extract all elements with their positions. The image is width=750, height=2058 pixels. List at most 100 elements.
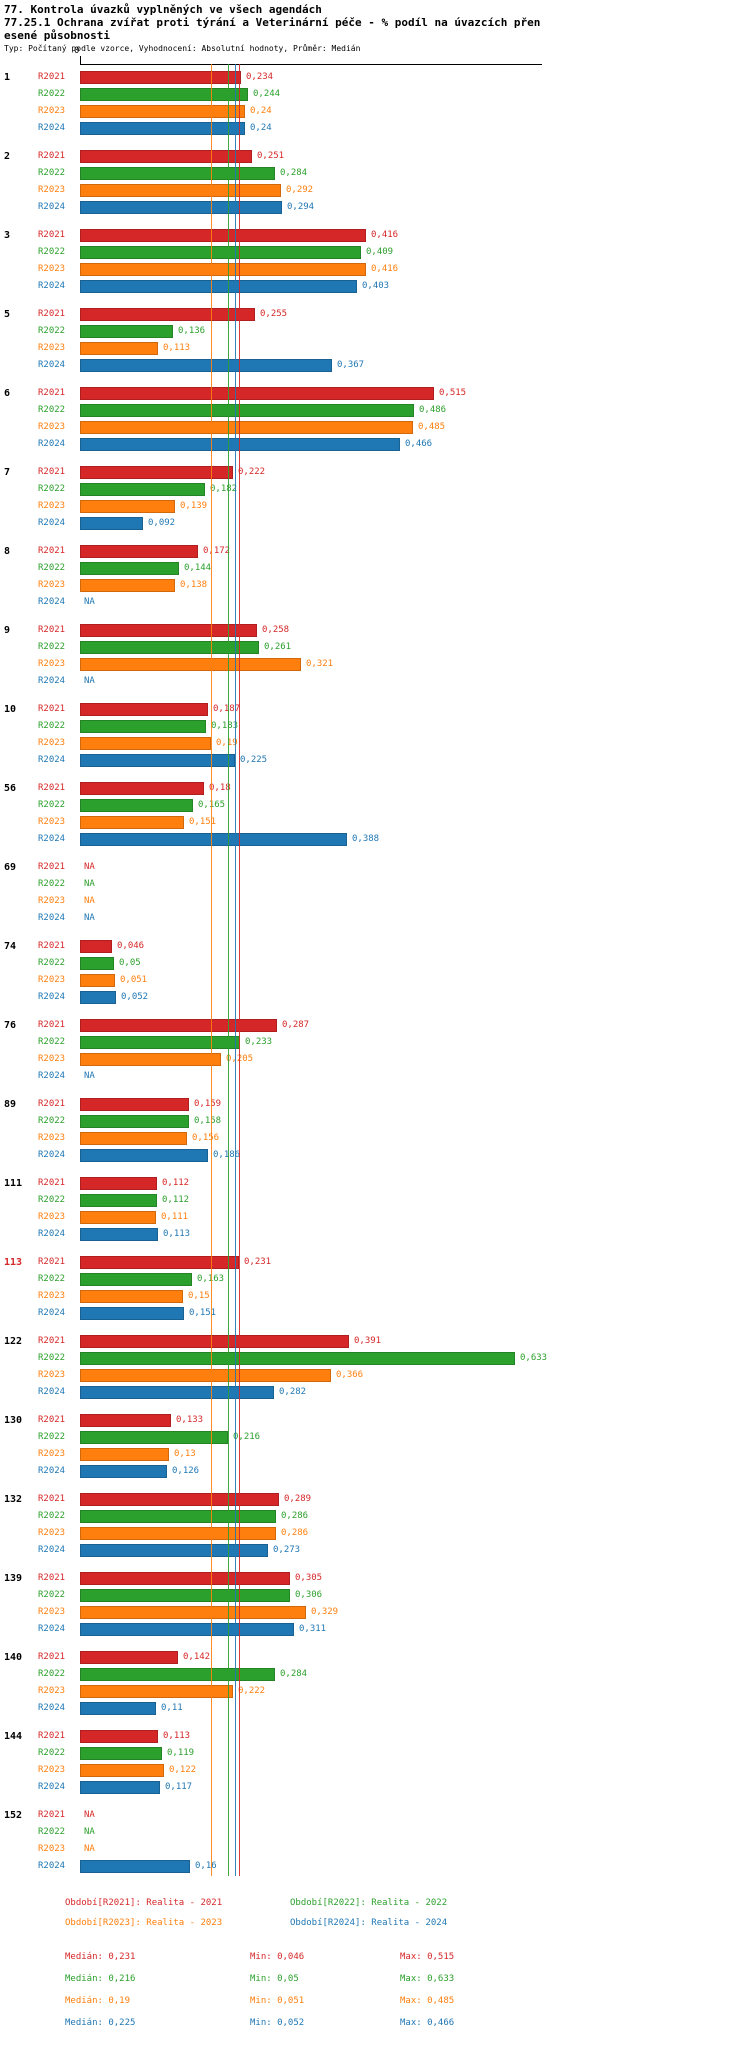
- median-line-R2022: [228, 64, 229, 1876]
- na-value-label-R2024: NA: [84, 913, 95, 923]
- series-row-label-R2023: R2023: [38, 1686, 66, 1696]
- bar-R2021: [80, 1256, 239, 1269]
- bar-value-label-R2024: 0,186: [213, 1150, 241, 1160]
- stat-max-r2021: Max: 0,515: [400, 1952, 455, 1962]
- bar-value-label-R2021: 0,142: [183, 1652, 211, 1662]
- bar-value-label-R2023: 0,139: [180, 501, 208, 511]
- bar-value-label-R2023: 0,111: [161, 1212, 189, 1222]
- series-row-label-R2022: R2022: [38, 1590, 66, 1600]
- bar-value-label-R2023: 0,15: [188, 1291, 210, 1301]
- series-row-label-R2023: R2023: [38, 1291, 66, 1301]
- bar-value-label-R2024: 0,16: [195, 1861, 217, 1871]
- stat-max-r2022: Max: 0,633: [400, 1974, 455, 1984]
- group-label-132: 132: [4, 1494, 23, 1505]
- bar-R2021: [80, 1335, 349, 1348]
- series-row-label-R2024: R2024: [38, 1861, 66, 1871]
- group-label-152: 152: [4, 1810, 23, 1821]
- group-label-10: 10: [4, 704, 17, 715]
- series-row-label-R2024: R2024: [38, 1545, 66, 1555]
- series-row-label-R2021: R2021: [38, 783, 66, 793]
- series-row-label-R2024: R2024: [38, 1071, 66, 1081]
- stat-median-r2023: Medián: 0,19: [65, 1996, 131, 2006]
- bar-R2022: [80, 404, 414, 417]
- bar-R2022: [80, 1668, 275, 1681]
- bar-value-label-R2024: 0,113: [163, 1229, 191, 1239]
- na-value-label-R2021: NA: [84, 1810, 95, 1820]
- group-label-76: 76: [4, 1020, 17, 1031]
- bar-R2022: [80, 1431, 228, 1444]
- series-row-label-R2023: R2023: [38, 1844, 66, 1854]
- series-row-label-R2021: R2021: [38, 1336, 66, 1346]
- bar-R2024: [80, 1149, 208, 1162]
- bar-value-label-R2023: 0,051: [120, 975, 148, 985]
- series-row-label-R2021: R2021: [38, 309, 66, 319]
- series-row-label-R2022: R2022: [38, 1353, 66, 1363]
- bar-R2021: [80, 1098, 189, 1111]
- group-label-140: 140: [4, 1652, 23, 1663]
- group-label-3: 3: [4, 230, 11, 241]
- series-row-label-R2021: R2021: [38, 1731, 66, 1741]
- bar-R2023: [80, 579, 175, 592]
- bar-value-label-R2021: 0,133: [176, 1415, 204, 1425]
- bar-value-label-R2024: 0,403: [362, 281, 390, 291]
- bar-value-label-R2021: 0,515: [439, 388, 467, 398]
- median-line-R2024: [235, 64, 236, 1876]
- bar-value-label-R2022: 0,183: [211, 721, 239, 731]
- series-row-label-R2022: R2022: [38, 89, 66, 99]
- bar-R2021: [80, 1651, 178, 1664]
- bar-value-label-R2022: 0,112: [162, 1195, 190, 1205]
- bar-R2021: [80, 466, 233, 479]
- series-row-label-R2023: R2023: [38, 1370, 66, 1380]
- bar-value-label-R2022: 0,233: [245, 1037, 273, 1047]
- series-row-label-R2021: R2021: [38, 1257, 66, 1267]
- series-row-label-R2024: R2024: [38, 1703, 66, 1713]
- na-value-label-R2021: NA: [84, 862, 95, 872]
- bar-R2021: [80, 150, 252, 163]
- na-value-label-R2024: NA: [84, 597, 95, 607]
- stat-max-r2023: Max: 0,485: [400, 1996, 455, 2006]
- series-row-label-R2024: R2024: [38, 360, 66, 370]
- stat-median-r2021: Medián: 0,231: [65, 1952, 136, 1962]
- series-row-label-R2023: R2023: [38, 738, 66, 748]
- series-row-label-R2023: R2023: [38, 1054, 66, 1064]
- bar-value-label-R2024: 0,11: [161, 1703, 183, 1713]
- bar-value-label-R2022: 0,244: [253, 89, 281, 99]
- group-label-1: 1: [4, 72, 11, 83]
- group-label-89: 89: [4, 1099, 17, 1110]
- bar-value-label-R2023: 0,286: [281, 1528, 309, 1538]
- na-value-label-R2023: NA: [84, 896, 95, 906]
- series-row-label-R2022: R2022: [38, 1274, 66, 1284]
- na-value-label-R2024: NA: [84, 1071, 95, 1081]
- series-row-label-R2021: R2021: [38, 1652, 66, 1662]
- stat-median-r2022: Medián: 0,216: [65, 1974, 136, 1984]
- series-row-label-R2022: R2022: [38, 326, 66, 336]
- series-row-label-R2024: R2024: [38, 913, 66, 923]
- bar-R2022: [80, 1115, 189, 1128]
- group-label-130: 130: [4, 1415, 23, 1426]
- group-label-7: 7: [4, 467, 11, 478]
- bar-value-label-R2022: 0,182: [210, 484, 238, 494]
- bar-value-label-R2022: 0,136: [178, 326, 206, 336]
- bar-value-label-R2023: 0,113: [163, 343, 191, 353]
- bar-value-label-R2023: 0,485: [418, 422, 446, 432]
- series-row-label-R2024: R2024: [38, 439, 66, 449]
- bar-R2023: [80, 1053, 221, 1066]
- bar-R2024: [80, 1386, 274, 1399]
- series-row-label-R2022: R2022: [38, 879, 66, 889]
- bar-value-label-R2023: 0,122: [169, 1765, 197, 1775]
- bar-value-label-R2023: 0,321: [306, 659, 334, 669]
- series-row-label-R2022: R2022: [38, 1669, 66, 1679]
- bar-value-label-R2021: 0,222: [238, 467, 266, 477]
- legend-item-r2022: Období[R2022]: Realita - 2022: [290, 1898, 448, 1908]
- series-row-label-R2021: R2021: [38, 625, 66, 635]
- series-row-label-R2022: R2022: [38, 247, 66, 257]
- bar-value-label-R2021: 0,251: [257, 151, 285, 161]
- bar-R2022: [80, 88, 248, 101]
- bar-R2021: [80, 1414, 171, 1427]
- axis-top-line: [80, 64, 542, 65]
- series-row-label-R2022: R2022: [38, 405, 66, 415]
- bar-value-label-R2024: 0,466: [405, 439, 433, 449]
- bar-value-label-R2024: 0,151: [189, 1308, 217, 1318]
- group-label-69: 69: [4, 862, 17, 873]
